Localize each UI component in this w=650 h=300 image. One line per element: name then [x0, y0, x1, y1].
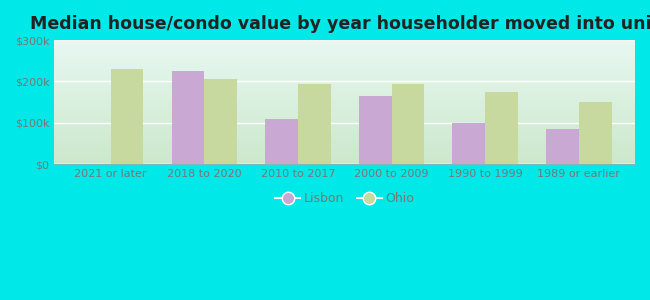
- Bar: [546, 129, 578, 164]
- Bar: [298, 84, 331, 164]
- Title: Median house/condo value by year householder moved into unit: Median house/condo value by year househo…: [30, 15, 650, 33]
- Bar: [359, 96, 391, 164]
- Bar: [204, 80, 237, 164]
- Legend: Lisbon, Ohio: Lisbon, Ohio: [270, 187, 419, 210]
- Bar: [391, 84, 424, 164]
- Bar: [452, 123, 485, 164]
- Bar: [578, 102, 612, 164]
- Bar: [485, 92, 518, 164]
- Bar: [111, 69, 144, 164]
- Bar: [265, 119, 298, 164]
- Bar: [172, 71, 204, 164]
